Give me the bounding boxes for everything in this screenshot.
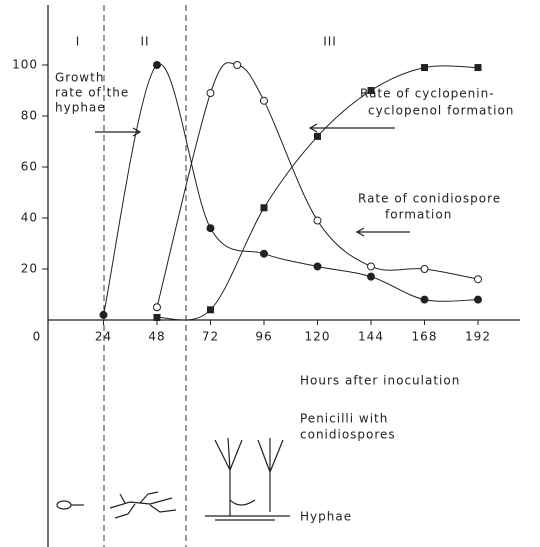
marker	[314, 263, 321, 270]
marker	[368, 273, 375, 280]
marker	[154, 314, 161, 321]
marker	[261, 204, 268, 211]
marker	[475, 64, 482, 71]
x-tick-label: 144	[358, 330, 384, 344]
marker	[421, 64, 428, 71]
annotation: Rate of cyclopenin-	[360, 87, 495, 101]
y-tick-label: 80	[21, 109, 38, 123]
x-tick-label: 120	[305, 330, 331, 344]
marker	[421, 296, 428, 303]
marker	[368, 263, 375, 270]
hyphae-sketch	[57, 438, 290, 520]
marker	[154, 304, 161, 311]
phase-label: III	[323, 35, 337, 49]
marker	[261, 250, 268, 257]
chart: I II III Hours after inoculation Growth …	[0, 0, 540, 547]
x-tick-label: 192	[465, 330, 491, 344]
annotation: cyclopenol formation	[368, 104, 514, 118]
annotation: Growth	[55, 71, 104, 85]
annotation: formation	[385, 208, 452, 222]
annotation: Rate of conidiospore	[358, 192, 501, 206]
x-tick-label: 72	[202, 330, 219, 344]
marker	[100, 311, 107, 318]
arrow	[357, 228, 410, 236]
x-axis-label: Hours after inoculation	[300, 374, 460, 388]
x-tick-label: 24	[95, 330, 112, 344]
annotation: rate of the	[55, 86, 129, 100]
marker	[207, 90, 214, 97]
marker	[207, 225, 214, 232]
y-tick-label: 20	[21, 262, 38, 276]
marker	[314, 217, 321, 224]
y-tick-label: 100	[12, 58, 38, 72]
x-tick-label: 0	[33, 330, 42, 344]
marker	[234, 62, 241, 69]
x-tick-label: 168	[412, 330, 438, 344]
marker	[421, 266, 428, 273]
stage-label: conidiospores	[300, 428, 396, 442]
x-tick-label: 48	[148, 330, 165, 344]
arrow	[95, 128, 140, 136]
x-tick-label: 96	[255, 330, 272, 344]
y-tick-label: 60	[21, 160, 38, 174]
marker	[154, 62, 161, 69]
marker	[475, 296, 482, 303]
marker	[261, 97, 268, 104]
y-tick-label: 40	[21, 211, 38, 225]
marker	[314, 133, 321, 140]
stage-label: Penicilli with	[300, 412, 388, 426]
phase-label: I	[76, 35, 81, 49]
marker	[368, 87, 375, 94]
annotation: hyphae	[55, 101, 106, 115]
marker	[475, 276, 482, 283]
marker	[207, 306, 214, 313]
phase-label: II	[140, 35, 149, 49]
series-line	[104, 64, 479, 315]
stage-label: Hyphae	[300, 510, 352, 524]
